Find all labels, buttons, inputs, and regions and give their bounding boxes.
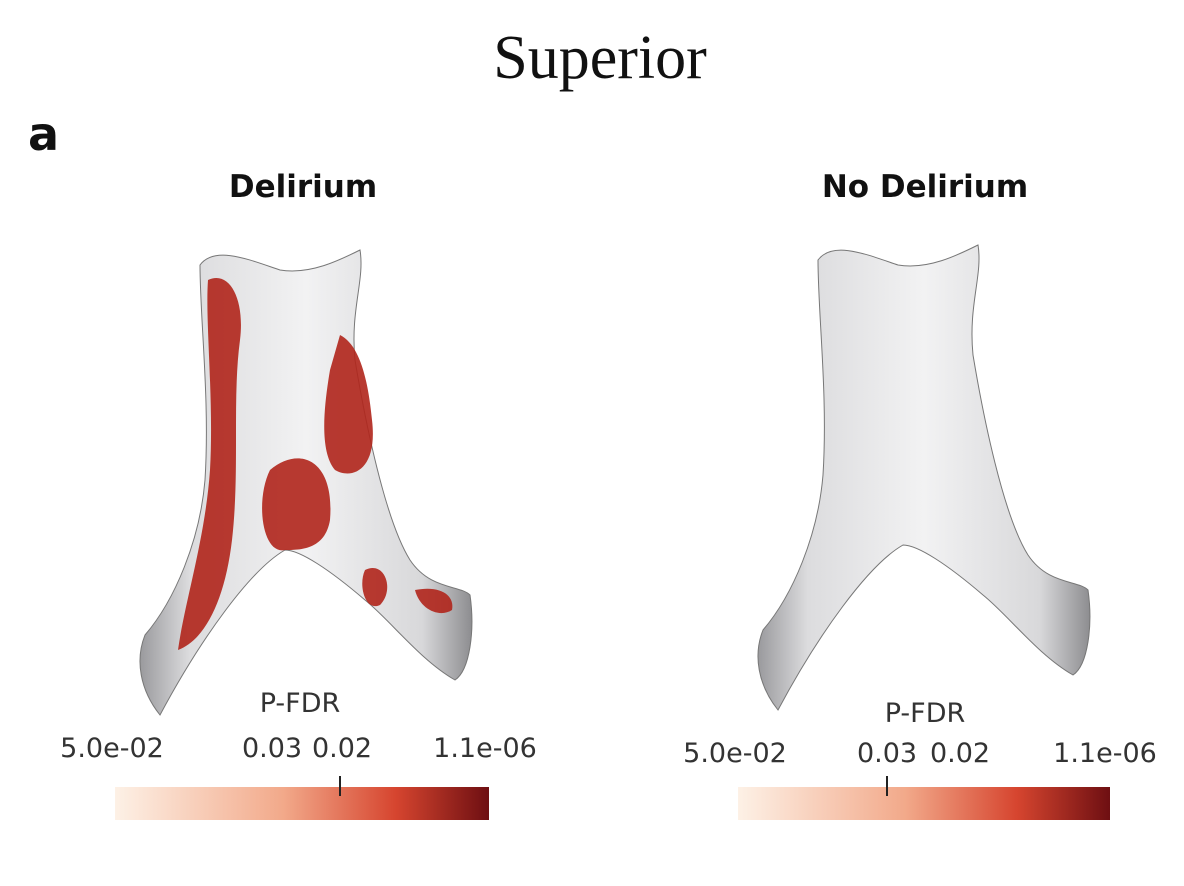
colorbar-tick-label: 1.1e-06 (1053, 738, 1157, 769)
surface-render (757, 244, 1091, 711)
colorbar-tick-label: 1.1e-06 (433, 733, 537, 764)
colorbar-label: P-FDR (260, 688, 341, 719)
surface-render (139, 249, 473, 716)
panel-title: No Delirium (822, 169, 1028, 205)
colorbar-label: P-FDR (885, 698, 966, 729)
colorbar-tick-label: 0.02 (930, 738, 990, 769)
colorbar-tick-label: 5.0e-02 (60, 733, 164, 764)
figure-title: Superior (493, 24, 707, 92)
panel-title: Delirium (229, 169, 377, 205)
colorbar-tick-label: 0.02 (312, 733, 372, 764)
colorbar-tick-label: 0.03 (857, 738, 917, 769)
colorbar (115, 787, 489, 820)
colorbar-tick-label: 5.0e-02 (683, 738, 787, 769)
panel-label: a (28, 107, 59, 161)
colorbar (738, 787, 1110, 820)
colorbar-tick-label: 0.03 (242, 733, 302, 764)
